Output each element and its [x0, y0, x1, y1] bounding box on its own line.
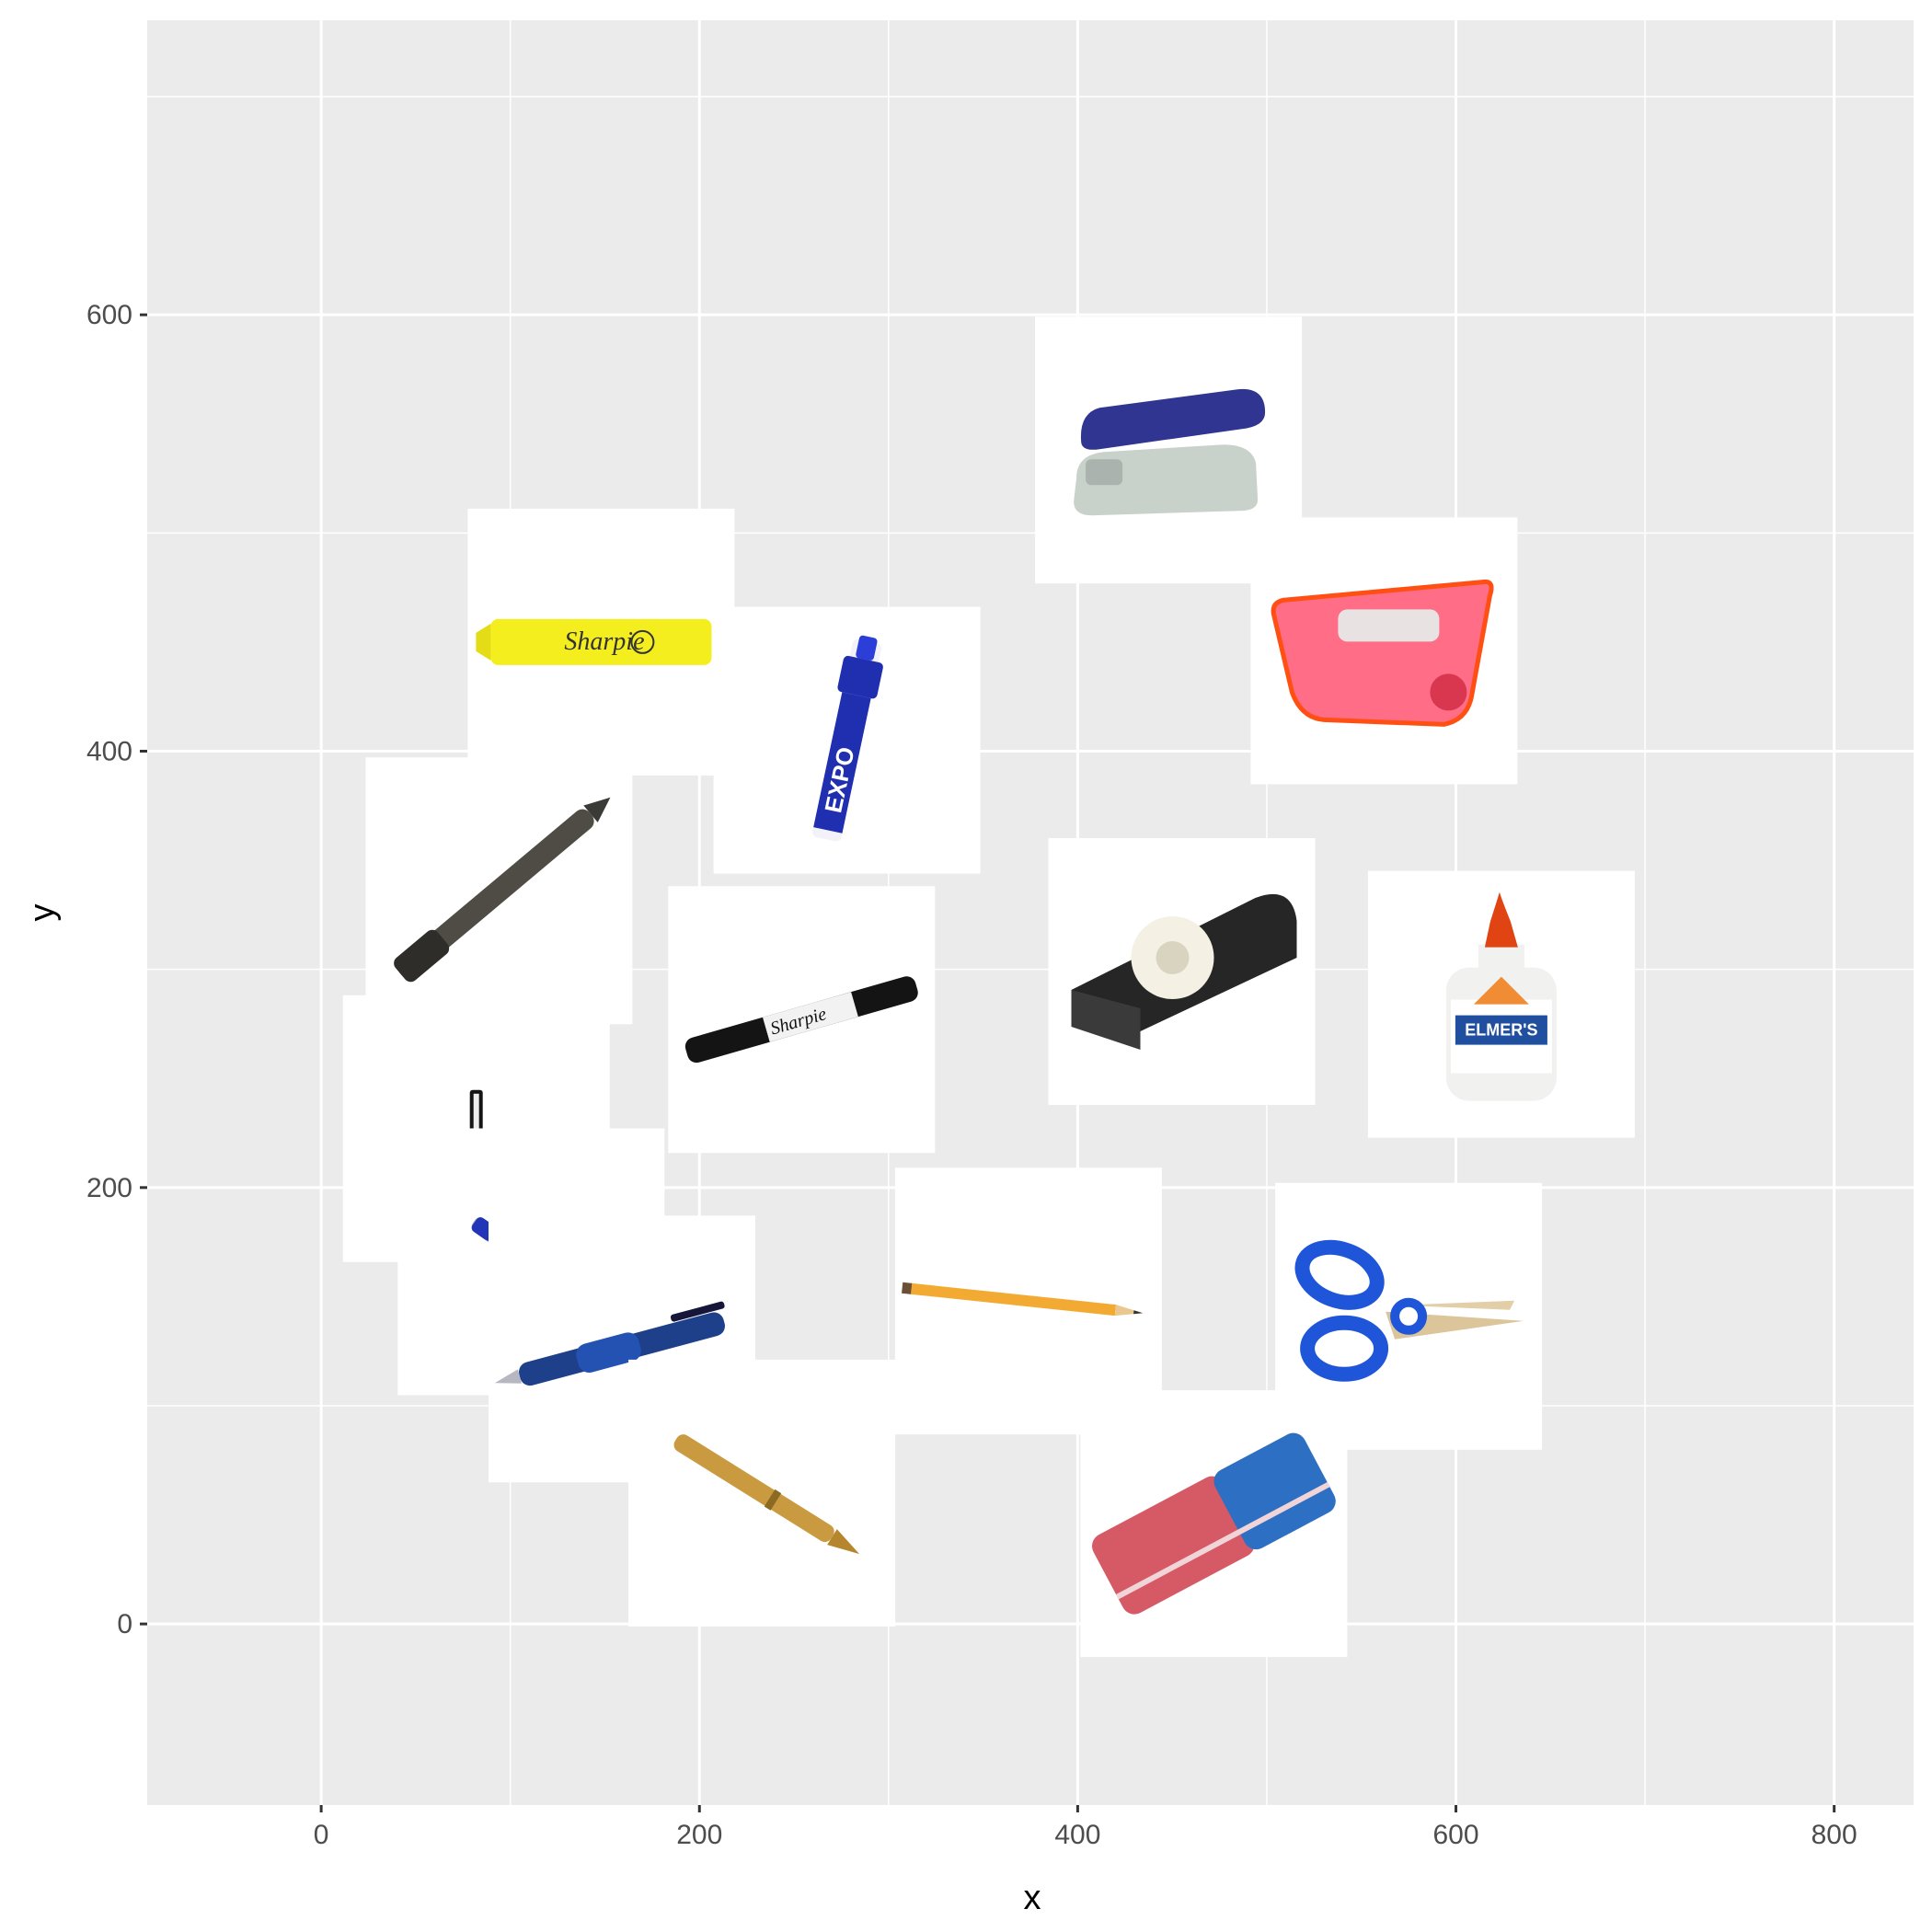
svg-text:Sharpie: Sharpie — [564, 627, 644, 656]
tape-dispenser-icon — [1048, 838, 1316, 1105]
x-tick-label: 400 — [1054, 1820, 1100, 1850]
image-glyph — [1071, 893, 1297, 1050]
y-tick-label: 400 — [86, 736, 132, 766]
image-glyph — [1092, 1432, 1336, 1615]
image-glyph — [1294, 1239, 1524, 1382]
y-tick-label: 200 — [86, 1173, 132, 1203]
image-glyph — [902, 1282, 1144, 1317]
y-tick-label: 600 — [86, 300, 132, 330]
gold-pen-icon — [628, 1359, 896, 1627]
highlighter-icon: Sharpie — [467, 508, 735, 776]
pencil-sharpener-icon — [1250, 517, 1518, 785]
y-tick-label: 0 — [117, 1609, 132, 1639]
axes: 0 200 400 600 800 0 200 400 600 — [86, 300, 1857, 1850]
x-tick-label: 0 — [314, 1820, 329, 1850]
eraser-icon — [1080, 1390, 1348, 1658]
image-glyph: ELMER'S — [1445, 891, 1557, 1101]
glue-bottle-icon: ELMER'S — [1367, 870, 1635, 1138]
image-glyph — [1074, 388, 1266, 516]
x-axis-title: x — [1024, 1879, 1041, 1917]
x-tick-label: 600 — [1432, 1820, 1478, 1850]
image-glyph — [673, 1434, 860, 1555]
permanent-marker-icon: Sharpie — [668, 886, 936, 1154]
image-glyph — [1271, 579, 1494, 727]
image-glyph — [494, 1301, 725, 1386]
y-axis-title: y — [23, 904, 62, 922]
x-tick-label: 200 — [676, 1820, 722, 1850]
black-pen-icon — [365, 757, 633, 1025]
image-glyph — [394, 797, 611, 983]
wooden-pencil-icon — [894, 1167, 1162, 1435]
dry-erase-marker-icon: EXPO — [713, 606, 981, 874]
svg-text:ELMER'S: ELMER'S — [1465, 1021, 1537, 1040]
x-tick-label: 800 — [1811, 1820, 1857, 1850]
image-glyph: Sharpie — [476, 618, 712, 665]
